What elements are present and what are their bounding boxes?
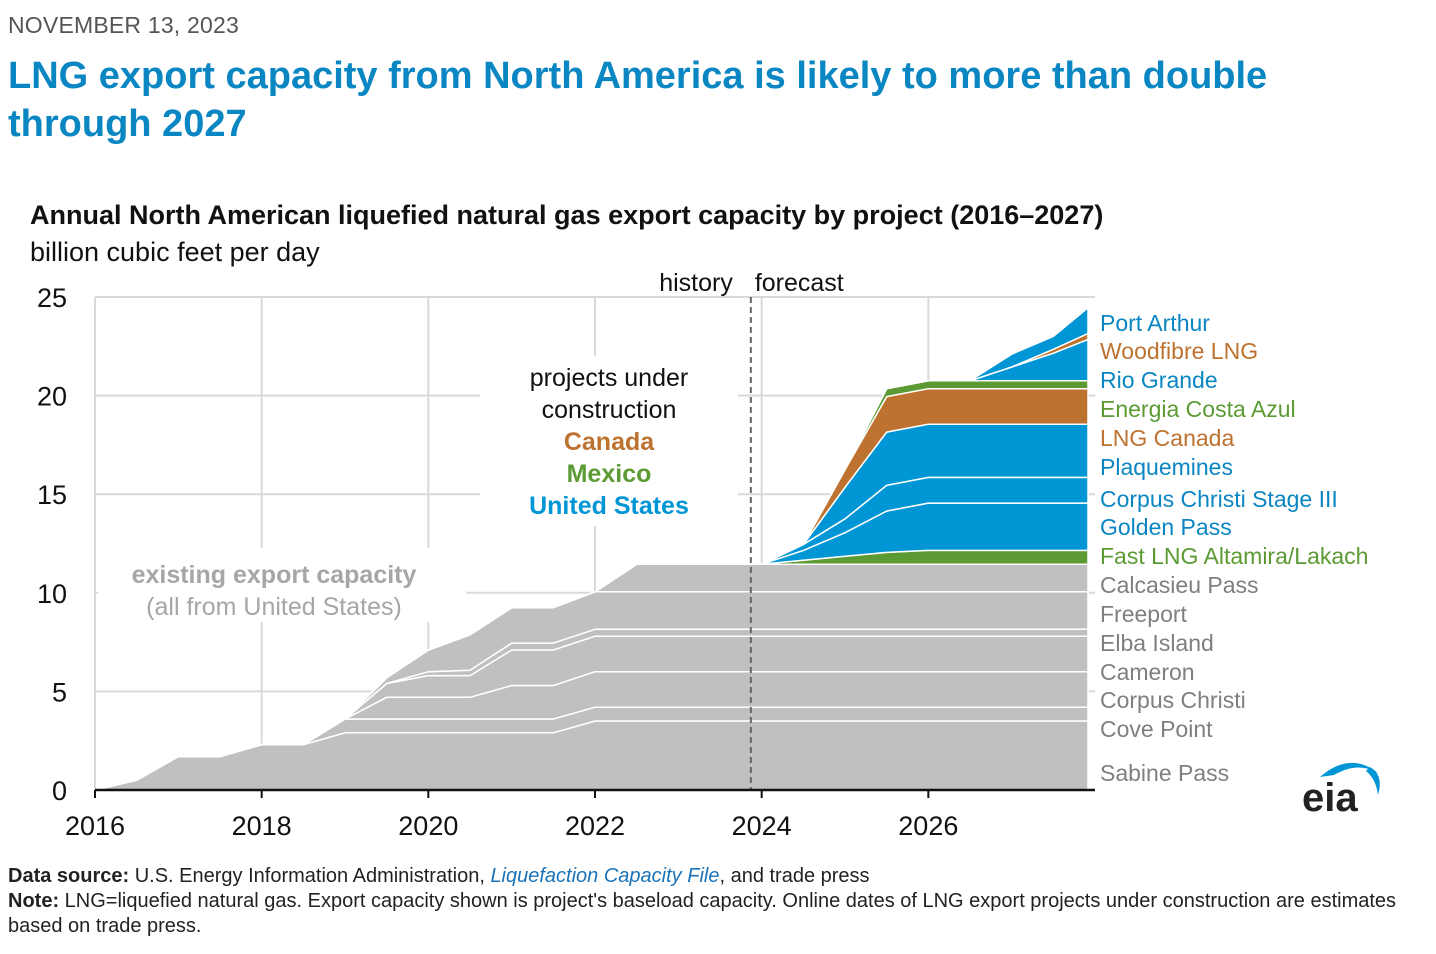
x-tick-label: 2024	[732, 811, 792, 841]
construction-annotation-line2: construction	[542, 396, 677, 424]
note-label: Note:	[8, 890, 60, 912]
x-tick-label: 2020	[398, 811, 458, 841]
legend-sabine-pass: Sabine Pass	[1100, 760, 1229, 786]
construction-annotation-line1: projects under	[530, 364, 688, 392]
data-source-text: U.S. Energy Information Administration,	[134, 865, 485, 887]
y-tick-label: 20	[37, 382, 67, 412]
area-sabine-pass	[94, 720, 1089, 791]
legend-corpus-christi-stage-iii: Corpus Christi Stage III	[1100, 486, 1338, 512]
x-tick-label: 2026	[898, 811, 958, 841]
existing-annotation-title: existing export capacity	[132, 561, 417, 589]
legend-freeport: Freeport	[1100, 601, 1188, 627]
y-tick-label: 25	[37, 283, 67, 313]
y-tick-label: 10	[37, 579, 67, 609]
axes: 0 5 10 15 20 25 2016 2018 2020 2022 2024 2026	[37, 283, 1095, 841]
stacked-areas	[94, 307, 1089, 791]
legend-cove-point: Cove Point	[1100, 716, 1213, 742]
legend-corpus-christi: Corpus Christi	[1100, 687, 1246, 713]
logo-swoosh	[1320, 762, 1378, 777]
construction-group-mexico: Mexico	[567, 460, 652, 488]
area-port-arthur	[94, 307, 1089, 791]
liquefaction-capacity-link[interactable]: Liquefaction Capacity File	[490, 865, 720, 887]
x-tick-label: 2016	[65, 811, 125, 841]
area-chart: history forecast existing export capacity (…	[37, 269, 1369, 841]
logo-swoosh-tail	[1366, 767, 1380, 795]
y-axis-units: billion cubic feet per day	[30, 237, 320, 267]
history-label: history	[659, 269, 733, 297]
note: Note: LNG=liquefied natural gas. Export …	[8, 889, 1428, 939]
legend: Sabine Pass Cove Point Corpus ChristiCamer…	[1100, 310, 1368, 786]
headline: LNG export capacity from North America i…	[8, 55, 1268, 145]
publication-date: NOVEMBER 13, 2023	[8, 12, 239, 38]
note-text: LNG=liquefied natural gas. Export capaci…	[8, 890, 1397, 937]
data-source: Data source: U.S. Energy Information Adm…	[8, 864, 1428, 889]
legend-golden-pass: Golden Pass	[1100, 514, 1232, 540]
legend-plaquemines: Plaquemines	[1100, 454, 1233, 480]
x-tick-label: 2022	[565, 811, 625, 841]
data-source-text-end: , and trade press	[719, 865, 870, 887]
legend-fast-lng-altamira-lakach: Fast LNG Altamira/Lakach	[1100, 543, 1368, 569]
construction-group-united-states: United States	[529, 492, 689, 520]
legend-elba-island: Elba Island	[1100, 630, 1214, 656]
legend-woodfibre-lng: Woodfibre LNG	[1100, 338, 1258, 364]
existing-annotation-sub: (all from United States)	[146, 593, 402, 621]
construction-annotation-bg	[480, 356, 738, 526]
construction-group-canada: Canada	[564, 428, 655, 456]
y-tick-label: 5	[52, 677, 67, 707]
y-tick-label: 0	[52, 776, 67, 806]
legend-cameron: Cameron	[1100, 659, 1195, 685]
legend-calcasieu-pass: Calcasieu Pass	[1100, 572, 1259, 598]
chart-title: Annual North American liquefied natural …	[30, 200, 1104, 230]
annotations: history forecast existing export capacity (…	[98, 269, 844, 790]
y-tick-label: 15	[37, 480, 67, 510]
x-tick-label: 2018	[232, 811, 292, 841]
legend-port-arthur: Port Arthur	[1100, 310, 1210, 336]
logo-text: eia	[1302, 776, 1358, 819]
legend-rio-grande: Rio Grande	[1100, 367, 1218, 393]
eia-logo: eia	[1302, 762, 1380, 819]
existing-annotation-bg	[98, 548, 466, 622]
data-source-label: Data source:	[8, 865, 130, 887]
legend-lng-canada: LNG Canada	[1100, 425, 1234, 451]
legend-energia-costa-azul: Energia Costa Azul	[1100, 396, 1296, 422]
forecast-label: forecast	[755, 269, 844, 297]
